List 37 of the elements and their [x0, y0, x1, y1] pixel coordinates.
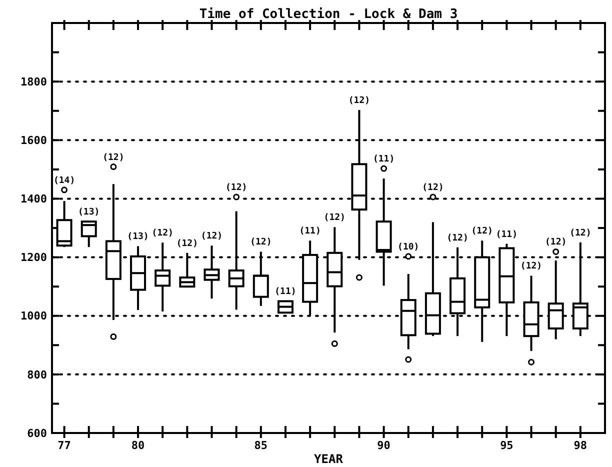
y-tick-label: 1200	[20, 251, 47, 264]
x-axis-title: YEAR	[314, 452, 344, 466]
annotation: (12)	[422, 182, 444, 193]
annotation: (12)	[176, 238, 198, 249]
annotation: (12)	[152, 228, 174, 239]
annotation: (12)	[471, 226, 493, 237]
y-tick-label: 800	[27, 368, 47, 382]
y-tick-label: 600	[27, 426, 47, 440]
x-tick-label: 85	[254, 439, 268, 452]
x-tick-label: 77	[58, 439, 71, 452]
annotation: (11)	[299, 226, 321, 237]
y-tick-label: 1400	[20, 192, 47, 206]
x-tick-label: 95	[500, 439, 514, 452]
annotation: (13)	[78, 208, 100, 218]
annotation: (12)	[446, 233, 468, 244]
annotation: (13)	[127, 232, 149, 242]
x-tick-label: 80	[131, 439, 145, 452]
y-tick-label: 1600	[20, 134, 47, 147]
annotation: (12)	[250, 238, 272, 248]
chart-title: Time of Collection - Lock & Dam 3	[199, 7, 458, 22]
annotation: (12)	[545, 238, 567, 248]
annotation: (11)	[496, 230, 518, 240]
y-tick-label: 1000	[20, 310, 47, 323]
y-tick-label: 1800	[20, 75, 47, 88]
annotation: (11)	[372, 154, 395, 165]
x-tick-label: 90	[377, 439, 390, 452]
annotation: (12)	[570, 228, 592, 238]
annotation: (12)	[225, 182, 248, 193]
annotation: (14)	[53, 176, 76, 186]
annotation: (12)	[102, 152, 124, 163]
annotation: (11)	[274, 287, 296, 298]
annotation: (12)	[324, 213, 346, 224]
annotation: (12)	[200, 232, 223, 242]
annotation: (12)	[520, 262, 542, 272]
x-tick-label: 98	[574, 439, 588, 452]
annotation: (12)	[348, 96, 370, 106]
annotation: (10)	[398, 242, 420, 252]
